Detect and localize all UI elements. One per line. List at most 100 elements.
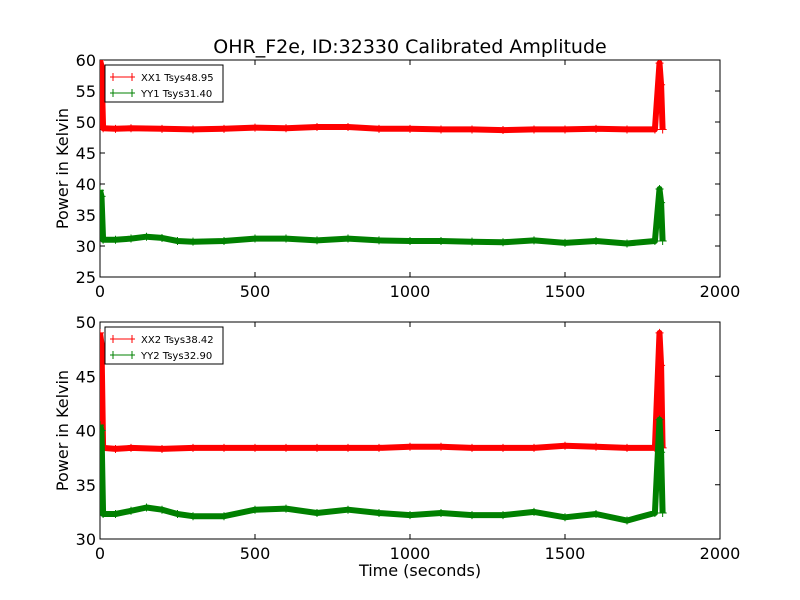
data-point bbox=[313, 443, 321, 452]
y-tick-label: 30 bbox=[76, 530, 96, 549]
y-axis-label: Power in Kelvin bbox=[53, 370, 72, 491]
data-point bbox=[375, 508, 383, 517]
data-point bbox=[127, 124, 135, 133]
x-tick-label: 2000 bbox=[700, 544, 741, 563]
data-point bbox=[658, 508, 667, 517]
x-tick-label: 500 bbox=[240, 544, 271, 563]
data-point bbox=[100, 421, 104, 430]
y-tick-label: 45 bbox=[76, 367, 96, 386]
x-tick-label: 0 bbox=[95, 544, 105, 563]
data-point bbox=[282, 234, 290, 243]
series-group-yy2 bbox=[100, 415, 667, 525]
data-point bbox=[657, 361, 666, 370]
data-point bbox=[100, 426, 106, 435]
data-point bbox=[220, 237, 228, 246]
legend-marker bbox=[112, 73, 133, 81]
legend-entry: YY1 Tsys31.40 bbox=[140, 89, 212, 100]
data-point bbox=[375, 443, 383, 452]
data-point bbox=[344, 122, 352, 131]
data-point bbox=[111, 510, 120, 519]
data-point bbox=[313, 122, 321, 131]
y-tick-label: 60 bbox=[76, 51, 96, 70]
data-point bbox=[406, 124, 414, 133]
series-group-xx1 bbox=[100, 60, 667, 135]
data-point bbox=[658, 125, 667, 134]
data-point bbox=[592, 442, 600, 451]
data-point bbox=[100, 510, 108, 519]
y-tick-label: 55 bbox=[76, 82, 96, 101]
data-point bbox=[375, 124, 383, 133]
legend-marker bbox=[112, 89, 133, 97]
data-point bbox=[655, 184, 664, 193]
data-point bbox=[251, 123, 259, 132]
data-point bbox=[344, 234, 352, 243]
data-point bbox=[142, 232, 151, 241]
data-point bbox=[189, 443, 197, 452]
data-point bbox=[623, 239, 631, 248]
data-point bbox=[344, 505, 352, 514]
y-tick-label: 40 bbox=[76, 175, 96, 194]
data-point bbox=[111, 235, 120, 244]
data-point bbox=[173, 510, 182, 519]
data-point bbox=[437, 442, 445, 451]
y-tick-label: 50 bbox=[76, 313, 96, 332]
data-point bbox=[158, 444, 166, 453]
data-point bbox=[344, 443, 352, 452]
x-tick-label: 1500 bbox=[545, 544, 586, 563]
data-point bbox=[561, 125, 569, 134]
data-point bbox=[406, 442, 414, 451]
data-point bbox=[468, 443, 476, 452]
series-group-xx2 bbox=[100, 328, 667, 453]
y-tick-label: 40 bbox=[76, 422, 96, 441]
data-point bbox=[100, 192, 106, 201]
data-point bbox=[127, 443, 135, 452]
y-axis-label: Power in Kelvin bbox=[53, 108, 72, 229]
legend-box bbox=[104, 326, 224, 365]
data-point bbox=[499, 443, 507, 452]
data-point bbox=[499, 511, 507, 520]
data-point bbox=[173, 237, 182, 246]
data-point bbox=[282, 504, 290, 513]
x-axis-label: Time (seconds) bbox=[358, 561, 481, 580]
data-point bbox=[530, 443, 538, 452]
data-point bbox=[655, 60, 664, 68]
data-point bbox=[220, 512, 228, 521]
data-point bbox=[100, 186, 104, 195]
y-tick-label: 30 bbox=[76, 237, 96, 256]
bottom-panel: 0 500 1000 1500 2000 30 35 40 45 50 Power in Kelvi… bbox=[53, 313, 740, 580]
chart-title: OHR_F2e, ID:32330 Calibrated Amplitude bbox=[213, 36, 606, 58]
data-point bbox=[650, 508, 659, 517]
data-point bbox=[623, 443, 631, 452]
data-point bbox=[655, 415, 664, 424]
data-point bbox=[100, 124, 108, 133]
legend: XX1 Tsys48.95 YY1 Tsys31.40 bbox=[104, 64, 224, 103]
y-tick-label: 25 bbox=[76, 268, 96, 287]
legend-entry: YY2 Tsys32.90 bbox=[140, 351, 212, 362]
data-point bbox=[189, 237, 197, 246]
x-tick-label: 1500 bbox=[545, 282, 586, 301]
y-tick-label: 50 bbox=[76, 113, 96, 132]
legend-box bbox=[104, 64, 224, 103]
data-point bbox=[158, 233, 166, 242]
data-point bbox=[406, 237, 414, 246]
data-point bbox=[530, 236, 538, 245]
data-point bbox=[251, 234, 259, 243]
data-point bbox=[313, 508, 321, 517]
x-tick-label: 2000 bbox=[700, 282, 741, 301]
legend: XX2 Tsys38.42 YY2 Tsys32.90 bbox=[104, 326, 224, 365]
x-tick-label: 500 bbox=[240, 282, 271, 301]
legend-entry: XX2 Tsys38.42 bbox=[141, 335, 214, 346]
data-point bbox=[375, 236, 383, 245]
data-point bbox=[658, 237, 667, 246]
legend-entry: XX1 Tsys48.95 bbox=[141, 73, 214, 84]
data-point bbox=[657, 448, 666, 457]
x-tick-label: 1000 bbox=[390, 544, 431, 563]
data-point bbox=[100, 328, 104, 337]
x-tick-label: 0 bbox=[95, 282, 105, 301]
data-point bbox=[561, 441, 569, 450]
data-point bbox=[313, 236, 321, 245]
data-point bbox=[650, 125, 659, 134]
series-group-yy1 bbox=[100, 184, 667, 248]
data-point bbox=[142, 503, 151, 512]
